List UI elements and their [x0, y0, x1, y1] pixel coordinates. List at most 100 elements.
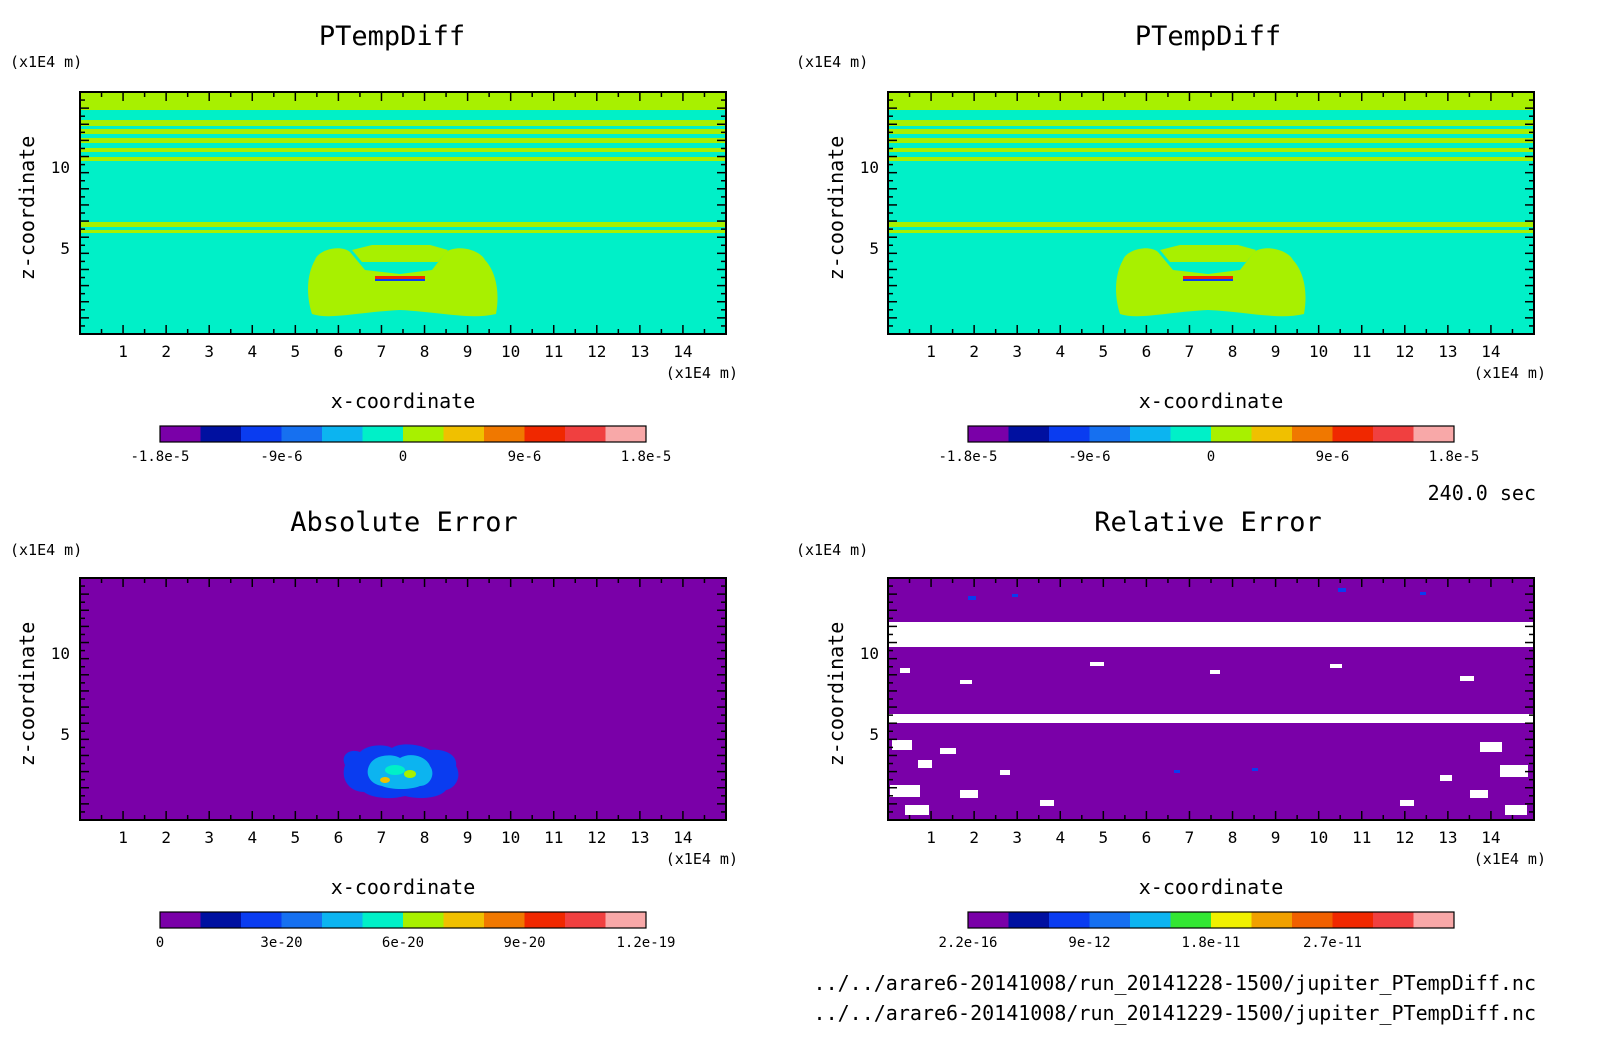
colorbar-swatch [484, 912, 525, 928]
colorbar-swatch [1130, 426, 1171, 442]
colorbar-tick-label: 3e-20 [260, 935, 302, 951]
colorbar-swatch [1413, 426, 1455, 442]
x-tick-label: 13 [630, 342, 649, 361]
x-tick-label: 9 [463, 828, 473, 847]
positive-bands [888, 93, 1534, 233]
colorbar-swatch [1130, 912, 1171, 928]
colorbar-tick-label: 9e-6 [508, 449, 542, 465]
y-tick-label: 10 [51, 644, 70, 663]
colorbar-swatch [322, 912, 363, 928]
y-unit-label: (x1E4 m) [10, 541, 82, 559]
error-dots [968, 588, 1426, 773]
error-peak [380, 777, 390, 783]
error-peak [404, 770, 416, 778]
x-axis-label: x-coordinate [331, 875, 476, 899]
chart-title: Absolute Error [290, 507, 518, 538]
x-tick-label: 10 [1309, 828, 1328, 847]
x-tick-labels: 1 2 3 4 5 6 7 8 9 10 11 12 13 14 [118, 342, 692, 361]
colorbar-tick-label: -9e-6 [1068, 449, 1110, 465]
colorbar-swatch [605, 912, 647, 928]
x-tick-label: 10 [501, 828, 520, 847]
x-unit-label: (x1E4 m) [666, 850, 738, 868]
x-tick-labels: 1 2 3 4 5 6 7 8 9 10 11 12 13 14 [926, 828, 1500, 847]
colorbar-swatch [1373, 426, 1414, 442]
colorbar-swatch [403, 426, 444, 442]
colorbar: -1.8e-5 -9e-6 0 9e-6 1.8e-5 [938, 425, 1480, 465]
colorbar-frame [159, 911, 647, 929]
colorbar-tick-label: 9e-20 [503, 935, 545, 951]
x-tick-marks [888, 92, 1534, 334]
plot-area [887, 577, 1535, 821]
x-tick-label: 3 [1012, 828, 1022, 847]
colorbar-tick-label: 2.7e-11 [1303, 935, 1362, 951]
x-tick-label: 13 [630, 828, 649, 847]
colorbar-swatch [1211, 426, 1252, 442]
y-unit-label: (x1E4 m) [796, 541, 868, 559]
colorbar-swatch [281, 912, 323, 928]
y-axis-label: z-coordinate [824, 622, 848, 767]
colorbar-swatch [1292, 912, 1333, 928]
x-tick-label: 2 [161, 342, 171, 361]
colorbar-swatch [1089, 426, 1131, 442]
warm-anomaly-blob [1116, 248, 1306, 317]
x-tick-label: 6 [334, 342, 344, 361]
x-axis-label: x-coordinate [1139, 875, 1284, 899]
colorbar-tick-label: 0 [1207, 449, 1215, 465]
x-tick-label: 9 [463, 342, 473, 361]
x-tick-label: 4 [247, 342, 257, 361]
x-tick-label: 8 [1228, 828, 1238, 847]
footer-file-path-2: ../../arare6-20141008/run_20141229-1500/… [814, 1001, 1536, 1025]
colorbar-swatch [160, 912, 201, 928]
panel-relative-error: Relative Error (x1E4 m) z-coordinate [796, 507, 1546, 951]
x-tick-label: 1 [118, 342, 128, 361]
colorbar-tick-label: -1.8e-5 [130, 449, 189, 465]
colorbar-tick-label: 0 [399, 449, 407, 465]
colorbar: -1.8e-5 -9e-6 0 9e-6 1.8e-5 [130, 425, 671, 465]
x-tick-label: 1 [926, 342, 936, 361]
x-tick-labels: 1 2 3 4 5 6 7 8 9 10 11 12 13 14 [926, 342, 1500, 361]
colorbar-swatch [403, 912, 444, 928]
colorbar-swatch [443, 426, 485, 442]
colorbar-swatch [524, 912, 566, 928]
x-tick-label: 6 [1142, 828, 1152, 847]
x-tick-label: 9 [1271, 342, 1281, 361]
x-tick-label: 8 [420, 828, 430, 847]
x-tick-label: 8 [1228, 342, 1238, 361]
y-axis-label: z-coordinate [15, 136, 39, 281]
x-tick-label: 12 [587, 342, 606, 361]
x-tick-label: 10 [501, 342, 520, 361]
x-tick-label: 11 [544, 342, 563, 361]
x-tick-label: 1 [926, 828, 936, 847]
colorbar-swatch [322, 426, 363, 442]
x-tick-label: 11 [1352, 342, 1371, 361]
plot-area [887, 91, 1535, 335]
y-tick-label: 5 [60, 725, 70, 744]
colorbar-swatch [968, 426, 1009, 442]
x-tick-marks [80, 92, 726, 334]
colorbar-swatch [605, 426, 647, 442]
colorbar-swatch [160, 426, 201, 442]
x-tick-label: 12 [1395, 342, 1414, 361]
x-tick-label: 1 [118, 828, 128, 847]
colorbar-swatch [1049, 426, 1090, 442]
chart-title: PTempDiff [319, 21, 465, 52]
cold-core [375, 279, 425, 281]
footer-file-path-1: ../../arare6-20141008/run_20141228-1500/… [814, 971, 1536, 995]
colorbar-tick-label: 1.8e-5 [1429, 449, 1480, 465]
x-tick-label: 5 [291, 828, 301, 847]
colorbar-tick-label: 1.8e-11 [1181, 935, 1240, 951]
x-tick-labels: 1 2 3 4 5 6 7 8 9 10 11 12 13 14 [118, 828, 692, 847]
x-tick-label: 11 [544, 828, 563, 847]
plot-area [79, 577, 727, 821]
x-tick-label: 14 [1481, 828, 1500, 847]
y-unit-label: (x1E4 m) [10, 53, 82, 71]
colorbar-swatch [484, 426, 525, 442]
colorbar-swatch [362, 912, 404, 928]
colorbar-tick-label: 1.2e-19 [616, 935, 675, 951]
warm-anomaly-blob [308, 248, 498, 317]
colorbar-swatch [565, 426, 606, 442]
x-unit-label: (x1E4 m) [1474, 850, 1546, 868]
